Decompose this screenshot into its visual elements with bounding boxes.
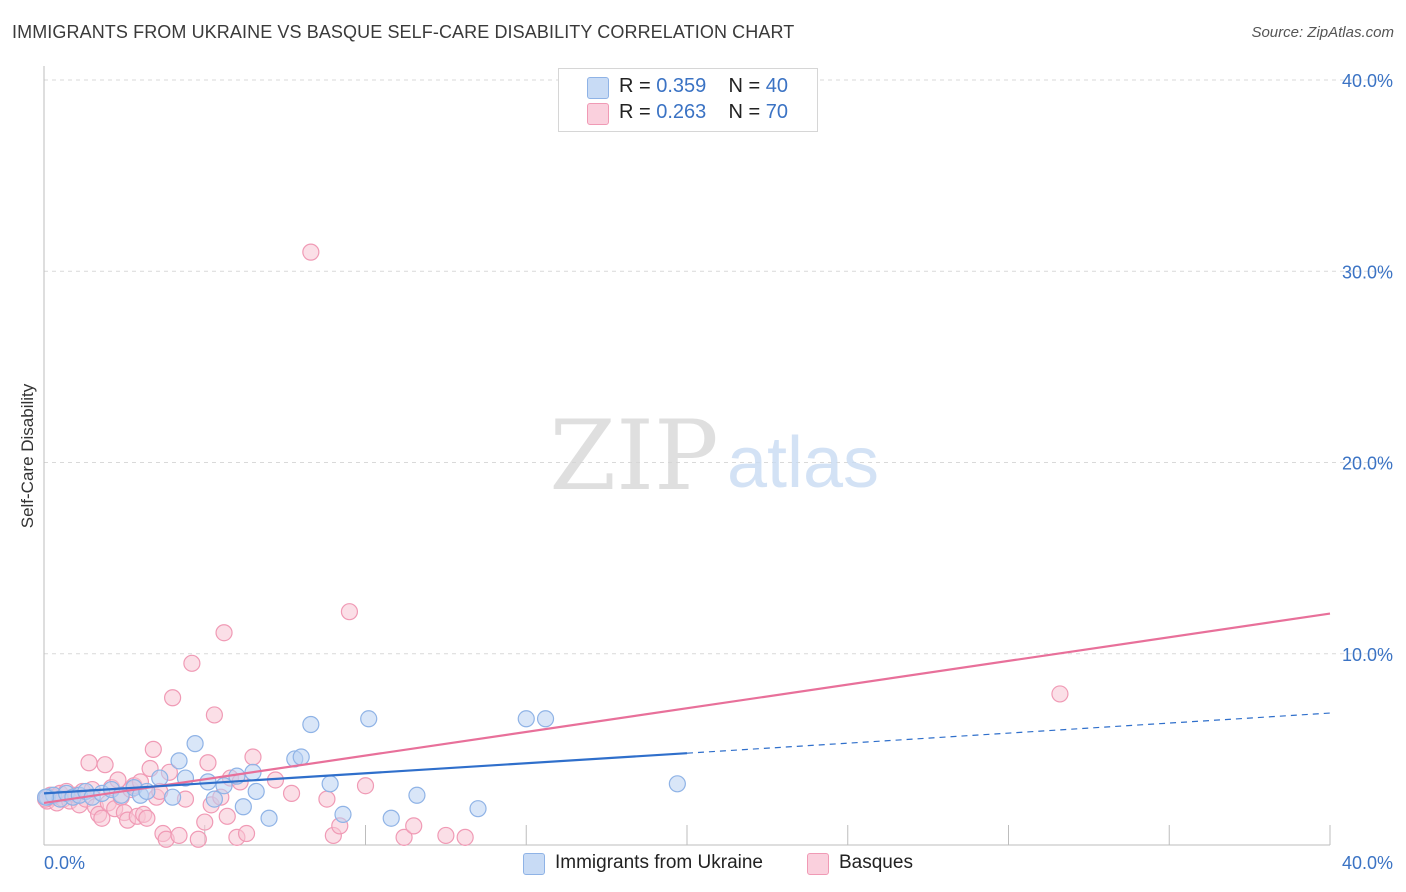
basque-point [170,826,188,845]
ukraine-point [536,710,555,728]
basque-point [282,784,301,802]
basque-point [218,807,236,825]
legend-n-label: N = [728,75,766,97]
basque-point [237,824,256,843]
basque-point [205,706,223,724]
legend-r-label: R = [619,75,657,97]
basque-point [405,817,423,835]
basque-point [456,828,474,846]
watermark-zip: ZIP [549,400,718,512]
basque-point [144,740,162,758]
basque-point [183,654,201,672]
y-tick-label: 10.0% [1342,645,1393,665]
ukraine-point [302,715,320,734]
legend-swatch-ukraine [587,77,609,99]
ukraine-point [260,809,278,827]
basque-point [1051,685,1069,703]
y-tick-label: 20.0% [1342,454,1393,474]
source-label: Source: ZipAtlas.com [1251,24,1394,41]
ukraine-point [334,805,352,824]
correlation-legend: R = 0.359 N = 40 R = 0.263 N = 70 [558,68,818,132]
ukraine-trend-line [43,752,688,795]
basque-point [93,809,111,827]
legend-n-value-ukraine: 40 [765,75,789,97]
basque-point [138,809,156,827]
basque-point [302,243,320,261]
tick-labels: 10.0% 20.0% 30.0% 40.0% 0.0% 40.0% [44,71,1393,873]
basque-point [395,828,413,846]
ukraine-point [164,788,182,806]
basque-trend-line [43,612,1331,805]
watermark: ZIP atlas [549,400,879,512]
ukraine-point [408,786,426,804]
trend-lines [43,612,1331,805]
chart-title: IMMIGRANTS FROM UKRAINE VS BASQUE SELF-C… [12,22,795,42]
ukraine-point [247,782,265,801]
basque-point [96,756,114,774]
ukraine-point [186,735,204,753]
y-tick-label: 40.0% [1342,71,1393,91]
bottom-legend-label-ukraine: Immigrants from Ukraine [555,852,763,873]
basque-point [215,624,233,642]
legend-r-value-ukraine: 0.359 [656,75,707,97]
basque-point [196,813,214,831]
axis-layer [43,66,1331,846]
x-tick-label-max: 40.0% [1342,853,1393,873]
x-tick-label-min: 0.0% [44,853,85,873]
basque-point [437,826,455,845]
ukraine-point [360,710,378,728]
y-tick-label: 30.0% [1342,262,1393,282]
ukraine-point [151,769,169,787]
basque-point [164,689,182,707]
ukraine-point [205,790,223,808]
basque-points [37,243,1069,848]
ukraine-point [321,775,339,793]
basque-point [340,603,359,621]
bottom-legend-swatch-basque [807,853,829,875]
ukraine-trend-extension [686,712,1331,754]
grid-layer [44,79,1392,655]
ukraine-point [382,809,400,827]
basque-point [199,754,217,772]
legend-n-label: N = [728,101,766,123]
basque-point [318,790,336,808]
legend-r-value-basque: 0.263 [656,101,707,123]
ukraine-point [517,710,535,728]
basque-point [189,830,207,848]
ukraine-point [170,752,188,770]
bottom-legend-swatch-ukraine [523,853,545,875]
legend-swatch-basque [587,103,609,125]
ukraine-point [469,800,487,818]
basque-point [244,748,262,766]
basque-point [356,777,375,795]
bottom-legend-label-basque: Basques [839,852,913,873]
watermark-atlas: atlas [727,423,879,503]
legend-n-value-basque: 70 [765,101,789,123]
ukraine-point [234,798,252,816]
ukraine-point [292,748,310,766]
ukraine-point [668,775,686,793]
legend-r-label: R = [619,101,657,123]
basque-point [80,754,98,772]
